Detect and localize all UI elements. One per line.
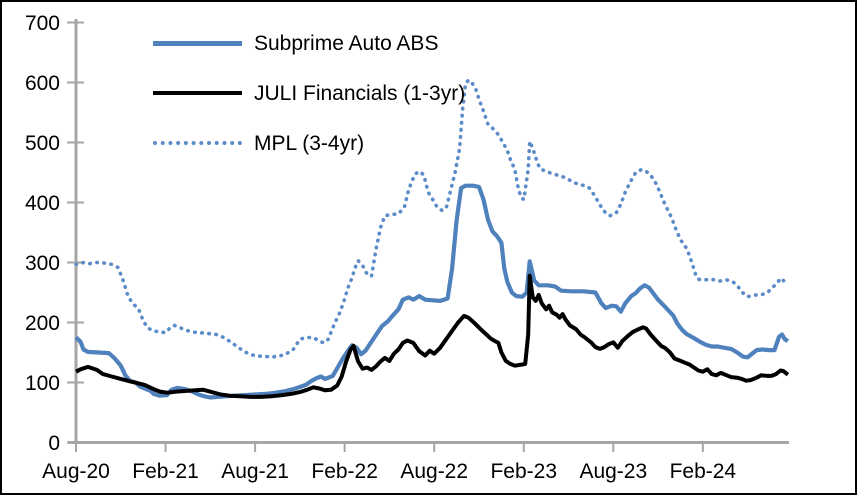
x-tick-label-Aug-22: Aug-22: [400, 460, 468, 483]
y-tick-label-400: 400: [25, 192, 60, 215]
x-tick-label-Aug-23: Aug-23: [579, 460, 647, 483]
y-tick-label-300: 300: [25, 252, 60, 275]
legend: Subprime Auto ABS JULI Financials (1-3yr…: [153, 18, 465, 168]
x-tick-label-Aug-20: Aug-20: [42, 460, 110, 483]
legend-line-swatch-solid-black: [153, 91, 242, 95]
legend-line-swatch-solid-blue: [153, 40, 242, 46]
x-tick-label-Aug-21: Aug-21: [221, 460, 289, 483]
x-tick-label-Feb-23: Feb-23: [490, 460, 557, 483]
legend-label: JULI Financials (1-3yr): [254, 81, 466, 105]
legend-item-juli-financials: JULI Financials (1-3yr): [153, 68, 465, 118]
y-tick-label-0: 0: [48, 432, 60, 455]
x-tick-label-Feb-24: Feb-24: [670, 460, 737, 483]
y-tick-label-700: 700: [25, 12, 60, 35]
legend-line-swatch-dotted-blue: [153, 141, 242, 145]
x-tick-label-Feb-22: Feb-22: [311, 460, 378, 483]
series-line-0-subprime-auto-abs: [74, 183, 789, 400]
y-tick-label-200: 200: [25, 312, 60, 335]
series-line-1-juli-financials-1-3yr-: [75, 273, 790, 399]
y-tick-label-500: 500: [25, 132, 60, 155]
legend-label: MPL (3-4yr): [254, 131, 365, 155]
y-tick-label-600: 600: [25, 72, 60, 95]
x-tick-label-Feb-21: Feb-21: [132, 460, 199, 483]
legend-item-subprime-auto-abs: Subprime Auto ABS: [153, 18, 465, 68]
series-line-2-mpl-3-4yr-: [74, 78, 789, 359]
legend-item-mpl: MPL (3-4yr): [153, 118, 465, 168]
y-tick-label-100: 100: [25, 372, 60, 395]
legend-label: Subprime Auto ABS: [254, 31, 439, 55]
